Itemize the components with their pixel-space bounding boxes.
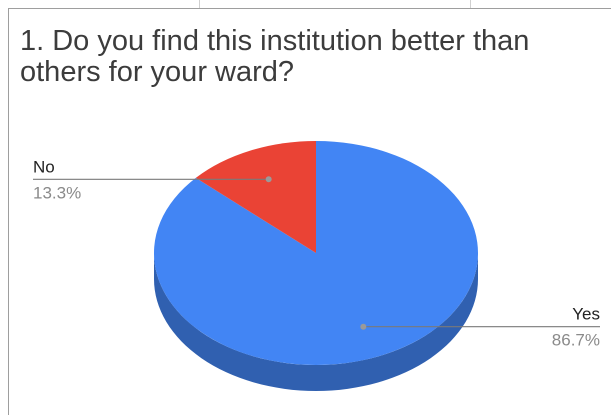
slice-label-yes: Yes	[572, 305, 600, 324]
chart-title: 1. Do you find this institution better t…	[20, 25, 530, 88]
top-gridline-tick	[470, 0, 471, 8]
slice-label-no: No	[33, 157, 55, 176]
top-gridline-tick	[199, 0, 200, 8]
callout-dot-no	[265, 176, 272, 183]
slice-percent-yes: 86.7%	[552, 331, 600, 350]
pie-side-yes	[154, 253, 478, 391]
slice-percent-no: 13.3%	[33, 183, 81, 202]
pie-slice-no	[195, 141, 316, 253]
callout-dot-yes	[360, 323, 367, 330]
